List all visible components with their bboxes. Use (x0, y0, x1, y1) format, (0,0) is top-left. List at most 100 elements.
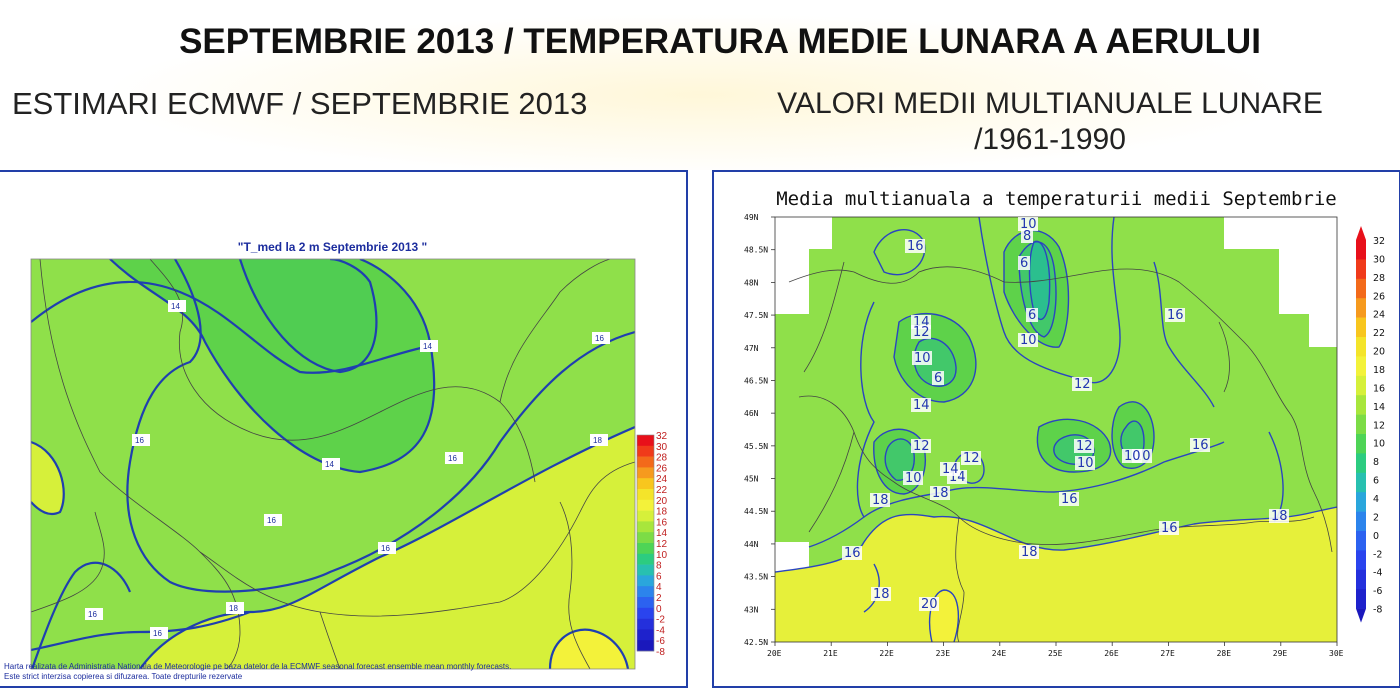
svg-text:16: 16 (1061, 492, 1078, 507)
colorbar-tick-label: 16 (656, 517, 668, 528)
svg-text:18: 18 (932, 486, 949, 501)
lon-ticks: 20E 21E 22E 23E 24E 25E 26E 27E 28E 29E 30E (767, 642, 1344, 658)
contour-label: 16 (264, 514, 282, 526)
colorbar-swatch (1356, 589, 1366, 609)
colorbar-tick-label: 28 (656, 453, 668, 464)
svg-text:18: 18 (1271, 509, 1288, 524)
svg-text:12: 12 (1076, 439, 1093, 454)
colorbar-tick-label: 0 (656, 604, 662, 615)
colorbar-tick-label: 4 (1373, 494, 1379, 505)
contour-label: 16 (445, 452, 463, 464)
colorbar-tick-label: 12 (656, 539, 668, 550)
contour-label: 12 (1074, 439, 1094, 454)
contour-label: 12 (911, 439, 931, 454)
lat-tick-label: 43N (744, 605, 759, 614)
colorbar-tick-label: 30 (1373, 254, 1385, 265)
colorbar-swatch (637, 607, 654, 619)
svg-text:6: 6 (1028, 308, 1036, 323)
colorbar-tick-label: 0 (1373, 531, 1379, 542)
contour-label: 10 (1018, 217, 1038, 232)
no-data-area (1224, 217, 1337, 347)
map-fill-10-zone (914, 338, 957, 387)
country-borders (788, 261, 1333, 642)
colorbar-swatch (1356, 550, 1366, 571)
contour-label: 12 (1072, 377, 1092, 392)
svg-text:6: 6 (934, 371, 942, 386)
colorbar-swatch (637, 499, 654, 511)
colorbar-swatch (1356, 492, 1366, 512)
colorbar-tick-label: 26 (1373, 291, 1385, 302)
lon-tick-label: 21E (823, 649, 838, 658)
colorbar-swatch (1356, 434, 1366, 454)
colorbar-tick-label: -4 (1373, 568, 1382, 579)
ecmwf-map-panel: "T_med la 2 m Septembrie 2013 " (0, 170, 688, 688)
ecmwf-map-title: "T_med la 2 m Septembrie 2013 " (237, 240, 428, 254)
svg-text:16: 16 (595, 334, 604, 343)
colorbar-swatch (637, 586, 654, 598)
colorbar-swatch (637, 543, 654, 555)
colorbar-tick-label: 6 (1373, 476, 1379, 487)
contour-label: 16 (132, 434, 150, 446)
colorbar-swatch (637, 478, 654, 490)
lat-tick-label: 47.5N (744, 311, 768, 320)
left-contour-labels: 14 14 16 14 16 16 16 18 16 18 16 16 (85, 300, 610, 639)
contour-label: 8 (1021, 229, 1033, 244)
contour-label: 6 (932, 371, 944, 386)
svg-text:12: 12 (913, 325, 930, 340)
svg-text:10: 10 (1124, 449, 1141, 464)
map-fill-18-zone (775, 507, 1337, 642)
contour-label: 18 (871, 587, 891, 602)
contour-label: 14 (420, 340, 438, 352)
svg-text:16: 16 (267, 516, 276, 525)
colorbar-swatch (1356, 259, 1366, 280)
svg-text:18: 18 (593, 436, 602, 445)
lon-tick-label: 24E (992, 649, 1007, 658)
contour-label: 12 (911, 325, 931, 340)
lat-tick-label: 48.5N (744, 246, 768, 255)
svg-text:14: 14 (325, 460, 334, 469)
colorbar-tick-label: 22 (1373, 328, 1385, 339)
lon-tick-label: 22E (879, 649, 894, 658)
colorbar-swatch (1356, 337, 1366, 357)
contour-label: 18 (930, 486, 950, 501)
svg-text:16: 16 (1161, 521, 1178, 536)
contour-label: 18 (226, 602, 244, 614)
svg-text:18: 18 (229, 604, 238, 613)
colorbar-tick-label: 30 (656, 442, 668, 453)
svg-text:16: 16 (135, 436, 144, 445)
colorbar-swatch (1356, 414, 1366, 435)
colorbar-swatch (1356, 531, 1366, 551)
contour-label: 14 (940, 462, 960, 477)
svg-text:8: 8 (1023, 229, 1031, 244)
colorbar-swatch (637, 467, 654, 479)
lat-tick-label: 45.5N (744, 442, 768, 451)
contour-label: 14 (322, 458, 340, 470)
colorbar-tick-label: -8 (1373, 605, 1382, 616)
svg-text:10: 10 (914, 351, 931, 366)
colorbar-swatch (637, 553, 654, 565)
map-fill-10-zone (1029, 241, 1050, 320)
svg-text:14: 14 (423, 342, 432, 351)
colorbar-tick-label: 18 (1373, 365, 1385, 376)
colorbar-tick-label: 10 (1373, 439, 1385, 450)
colorbar-swatch (637, 489, 654, 501)
svg-text:12: 12 (963, 451, 980, 466)
colorbar-swatch (637, 456, 654, 468)
colorbar-tick-label: 16 (1373, 383, 1385, 394)
contour-label: 20 (919, 597, 939, 612)
colorbar-arrow-bottom (1356, 608, 1366, 623)
colorbar-tick-label: -2 (1373, 549, 1382, 560)
colorbar-tick-label: -6 (1373, 586, 1382, 597)
colorbar-tick-label: 2 (1373, 512, 1379, 523)
colorbar-tick-label: 8 (656, 561, 662, 572)
no-data-area (775, 217, 832, 314)
contour-label: 16 (85, 608, 103, 620)
colorbar-tick-label: 6 (656, 571, 662, 582)
contour-label: 18 (590, 434, 608, 446)
map-fill-20-zone (550, 629, 628, 669)
svg-text:18: 18 (873, 587, 890, 602)
right-subtitle: VALORI MEDII MULTIANUALE LUNARE /1961-19… (745, 86, 1355, 158)
colorbar-swatch (1356, 395, 1366, 415)
contour-label: 16 (1059, 492, 1079, 507)
